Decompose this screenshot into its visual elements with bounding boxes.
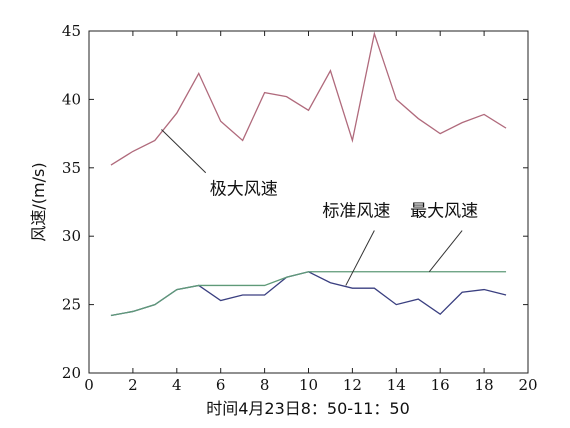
series-lines	[110, 31, 507, 317]
x-tick-label: 14	[387, 376, 406, 394]
x-tick-label: 6	[216, 376, 226, 394]
y-tick-label: 45	[62, 22, 81, 40]
x-tick-label: 18	[475, 376, 494, 394]
annotation-label-1: 极大风速	[210, 180, 278, 200]
axis-ticks: 0 2 4 6 8 10 12 14 16 18 20 20 25 30 35 40 45	[62, 22, 538, 394]
x-axis-label: 时间4月23日8：50-11：50	[206, 399, 410, 418]
y-tick-label: 35	[62, 159, 81, 177]
x-tick-label: 2	[128, 376, 138, 394]
y-tick-label: 40	[62, 90, 81, 108]
annotation-label-2: 标准风速	[322, 202, 390, 222]
annotation-label-3: 最大风速	[410, 202, 478, 222]
y-tick-label: 30	[62, 227, 81, 245]
annotation-leader-1	[161, 129, 207, 174]
y-tick-label: 20	[62, 364, 81, 382]
y-axis-label: 风速/(m/s)	[29, 162, 48, 241]
x-tick-label: 0	[84, 376, 94, 394]
x-tick-label: 12	[343, 376, 362, 394]
x-tick-label: 10	[299, 376, 318, 394]
annotation-leader-2	[345, 230, 375, 286]
x-tick-label: 20	[518, 376, 537, 394]
y-tick-label: 25	[62, 296, 81, 314]
x-tick-label: 16	[431, 376, 450, 394]
x-tick-label: 8	[260, 376, 270, 394]
x-tick-label: 4	[172, 376, 182, 394]
series-line-3	[110, 271, 507, 317]
annotation-leader-3	[428, 230, 463, 273]
series-line-1	[110, 31, 507, 166]
